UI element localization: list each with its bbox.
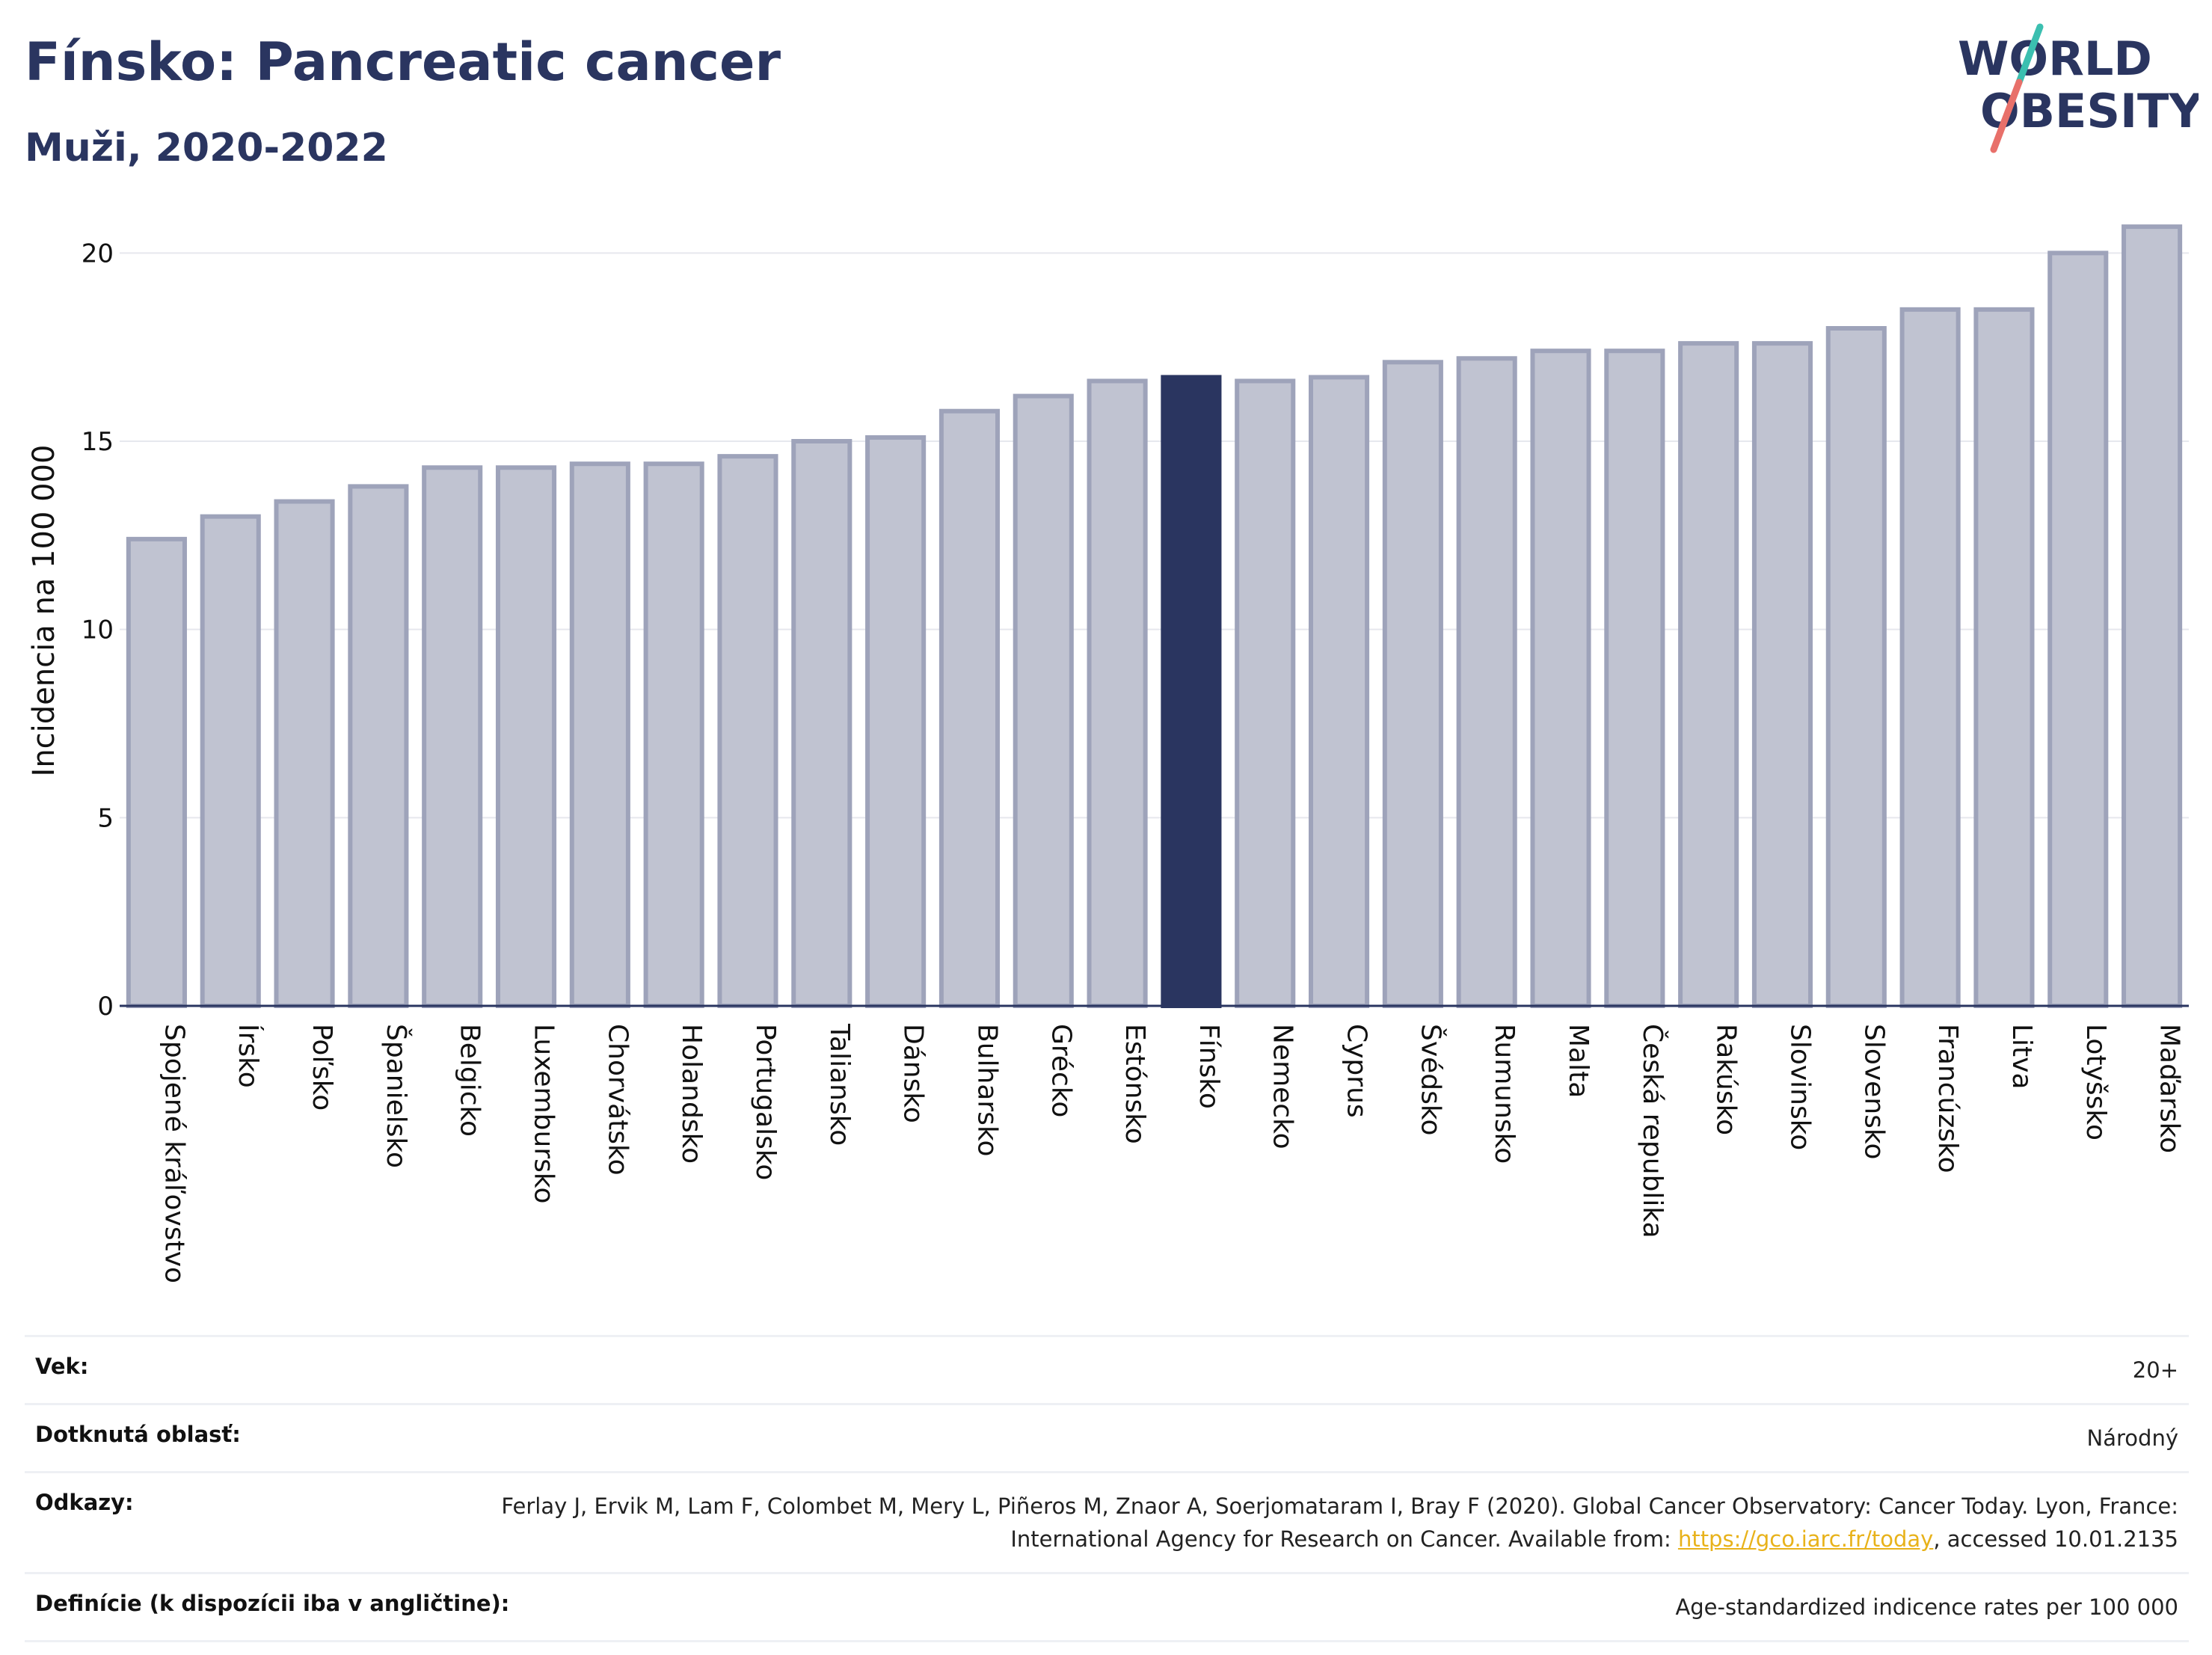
references-link[interactable]: https://gco.iarc.fr/today (1677, 1526, 1934, 1552)
bar (1678, 341, 1739, 1008)
bar (1751, 341, 1813, 1008)
definitions-value: Age-standardized indicence rates per 100… (1675, 1594, 2178, 1620)
bar-highlight (1161, 375, 1222, 1008)
bar (643, 461, 704, 1008)
x-tick-label: Poľsko (307, 1024, 337, 1111)
x-tick-label: Fínsko (1193, 1024, 1224, 1109)
bar (1530, 348, 1591, 1008)
definitions-label: Definície (k dispozícii iba v angličtine… (35, 1591, 510, 1616)
x-tick-label: Slovensko (1858, 1024, 1889, 1160)
age-value: 20+ (2132, 1357, 2178, 1383)
logo-line-1: WORLD (1958, 31, 2152, 86)
x-tick-label: Rumunsko (1489, 1024, 1520, 1164)
bar (569, 461, 630, 1008)
bar (126, 536, 187, 1008)
area-value: Národný (2086, 1425, 2178, 1451)
info-table: Vek: 20+ Dotknutá oblasť: Národný Odkazy… (25, 1335, 2189, 1642)
bar (1235, 378, 1296, 1008)
bar (274, 499, 335, 1008)
bar (2122, 224, 2183, 1009)
y-tick-label: 5 (97, 803, 114, 833)
bar (422, 465, 483, 1008)
info-row-age: Vek: 20+ (25, 1335, 2189, 1403)
info-row-area: Dotknutá oblasť: Národný (25, 1403, 2189, 1471)
x-tick-label: Nemecko (1268, 1024, 1298, 1149)
y-tick-label: 20 (82, 239, 114, 268)
y-tick-label: 0 (97, 992, 114, 1022)
y-tick-label: 15 (82, 427, 114, 457)
bar (1973, 307, 2035, 1009)
logo-slash-bottom (1990, 79, 2023, 153)
x-tick-label: Francúzsko (1932, 1024, 1963, 1173)
bar (1899, 307, 1961, 1009)
x-tick-label: Malta (1563, 1024, 1594, 1098)
bar (2047, 251, 2109, 1009)
bar (1604, 348, 1665, 1008)
x-tick-label: Portugalsko (750, 1024, 781, 1180)
bar (1382, 360, 1443, 1008)
x-tick-label: Grécko (1045, 1024, 1076, 1117)
bar (1013, 393, 1074, 1008)
page-subtitle: Muži, 2020-2022 (25, 126, 388, 171)
x-tick-label: Spojené kráľovstvo (159, 1024, 189, 1283)
x-tick-label: Holandsko (676, 1024, 707, 1164)
x-tick-label: Slovinsko (1784, 1024, 1815, 1150)
y-tick-label: 10 (82, 615, 114, 645)
bar (1309, 375, 1370, 1008)
x-tick-label: Švédsko (1415, 1024, 1446, 1136)
bar (495, 465, 557, 1008)
bar-chart: 0 5 10 15 20 Incidencia na 100 000 Spojené krá… (27, 224, 2189, 1283)
x-tick-label: Maďarsko (2154, 1024, 2185, 1153)
y-axis-title: Incidencia na 100 000 (27, 445, 61, 777)
info-row-references: Odkazy: Ferlay J, Ervik M, Lam F, Colomb… (25, 1471, 2189, 1572)
bar (200, 514, 261, 1008)
bar (1825, 326, 1887, 1008)
x-tick-label: Estónsko (1119, 1024, 1150, 1144)
x-tick-label: Litva (2006, 1024, 2037, 1090)
bar (791, 439, 852, 1008)
bar (1087, 378, 1148, 1008)
logo-slash-top (2015, 23, 2044, 86)
references-label: Odkazy: (35, 1490, 134, 1515)
x-tick-label: Španielsko (381, 1024, 412, 1168)
references-value: Ferlay J, Ervik M, Lam F, Colombet M, Me… (496, 1490, 2178, 1556)
world-obesity-logo: WORLD OBESITY (1958, 23, 2199, 153)
x-tick-label: Rakúsko (1711, 1024, 1742, 1135)
x-tick-label: Dánsko (898, 1024, 929, 1123)
x-tick-label: Bulharsko (971, 1024, 1002, 1157)
bar (717, 454, 778, 1008)
bar (865, 435, 927, 1008)
x-tick-label: Česká republika (1637, 1024, 1668, 1238)
references-text: Ferlay J, Ervik M, Lam F, Colombet M, Me… (501, 1493, 2178, 1552)
page-title: Fínsko: Pancreatic cancer (25, 31, 781, 93)
age-label: Vek: (35, 1354, 89, 1379)
x-tick-label: Taliansko (824, 1023, 855, 1146)
x-tick-label: Belgicko (455, 1024, 485, 1137)
x-tick-label: Luxembursko (529, 1024, 559, 1203)
info-row-definitions: Definície (k dispozícii iba v angličtine… (25, 1572, 2189, 1642)
x-tick-label: Cyprus (1342, 1024, 1372, 1118)
x-tick-label: Írsko (233, 1024, 264, 1088)
bar (938, 408, 1000, 1008)
references-accessed: , accessed 10.01.2135 (1933, 1526, 2178, 1552)
bar (1456, 356, 1517, 1008)
area-label: Dotknutá oblasť: (35, 1422, 241, 1447)
bar (348, 484, 409, 1008)
x-tick-label: Lotyšsko (2080, 1024, 2111, 1140)
x-tick-label: Chorvátsko (602, 1024, 633, 1176)
